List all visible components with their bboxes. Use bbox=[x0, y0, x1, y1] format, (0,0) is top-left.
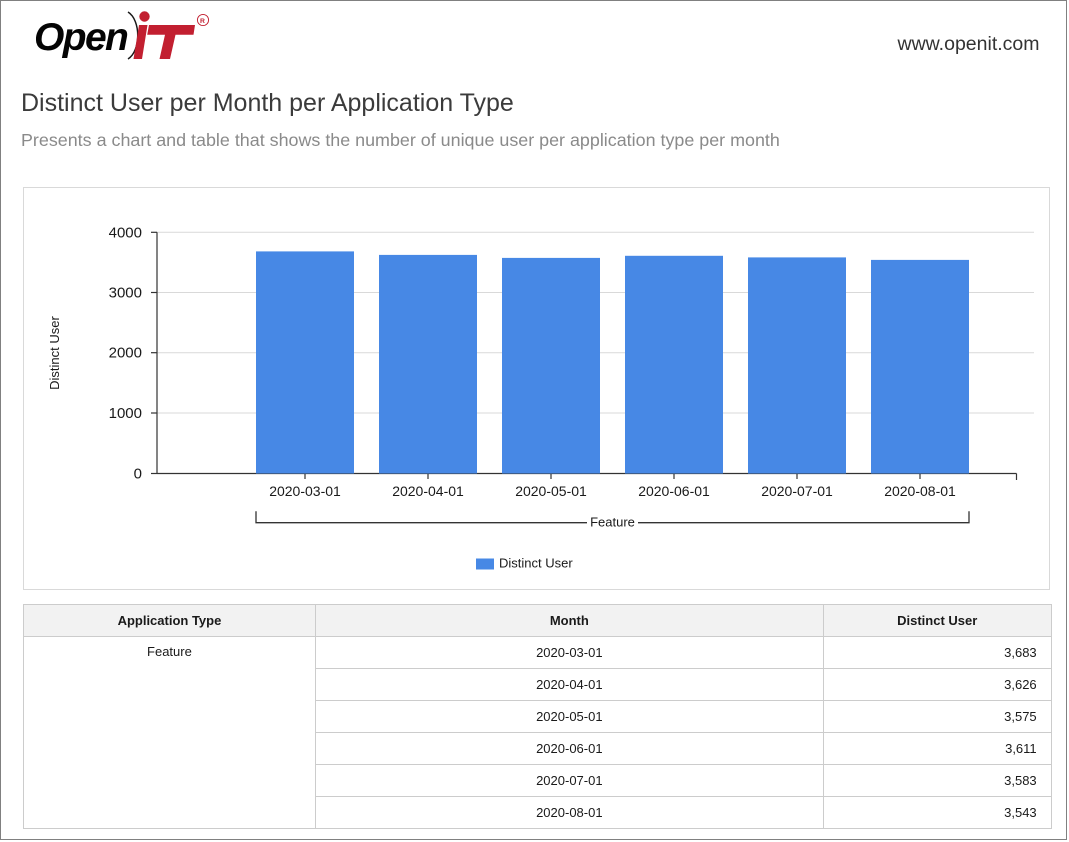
svg-text:Open: Open bbox=[36, 16, 128, 59]
svg-text:2020-06-01: 2020-06-01 bbox=[638, 483, 710, 499]
svg-text:1000: 1000 bbox=[109, 405, 142, 422]
svg-text:Feature: Feature bbox=[590, 515, 635, 530]
svg-text:2020-05-01: 2020-05-01 bbox=[515, 483, 587, 499]
svg-text:Distinct User: Distinct User bbox=[499, 556, 573, 571]
svg-text:Distinct User: Distinct User bbox=[47, 315, 62, 389]
svg-text:3000: 3000 bbox=[109, 285, 142, 302]
svg-text:2020-08-01: 2020-08-01 bbox=[884, 483, 956, 499]
svg-text:0: 0 bbox=[134, 466, 142, 483]
svg-text:2000: 2000 bbox=[109, 345, 142, 362]
svg-text:4000: 4000 bbox=[109, 224, 142, 241]
svg-text:2020-07-01: 2020-07-01 bbox=[761, 483, 833, 499]
svg-text:2020-04-01: 2020-04-01 bbox=[392, 483, 464, 499]
svg-text:2020-03-01: 2020-03-01 bbox=[269, 483, 341, 499]
svg-text:R: R bbox=[200, 18, 205, 25]
